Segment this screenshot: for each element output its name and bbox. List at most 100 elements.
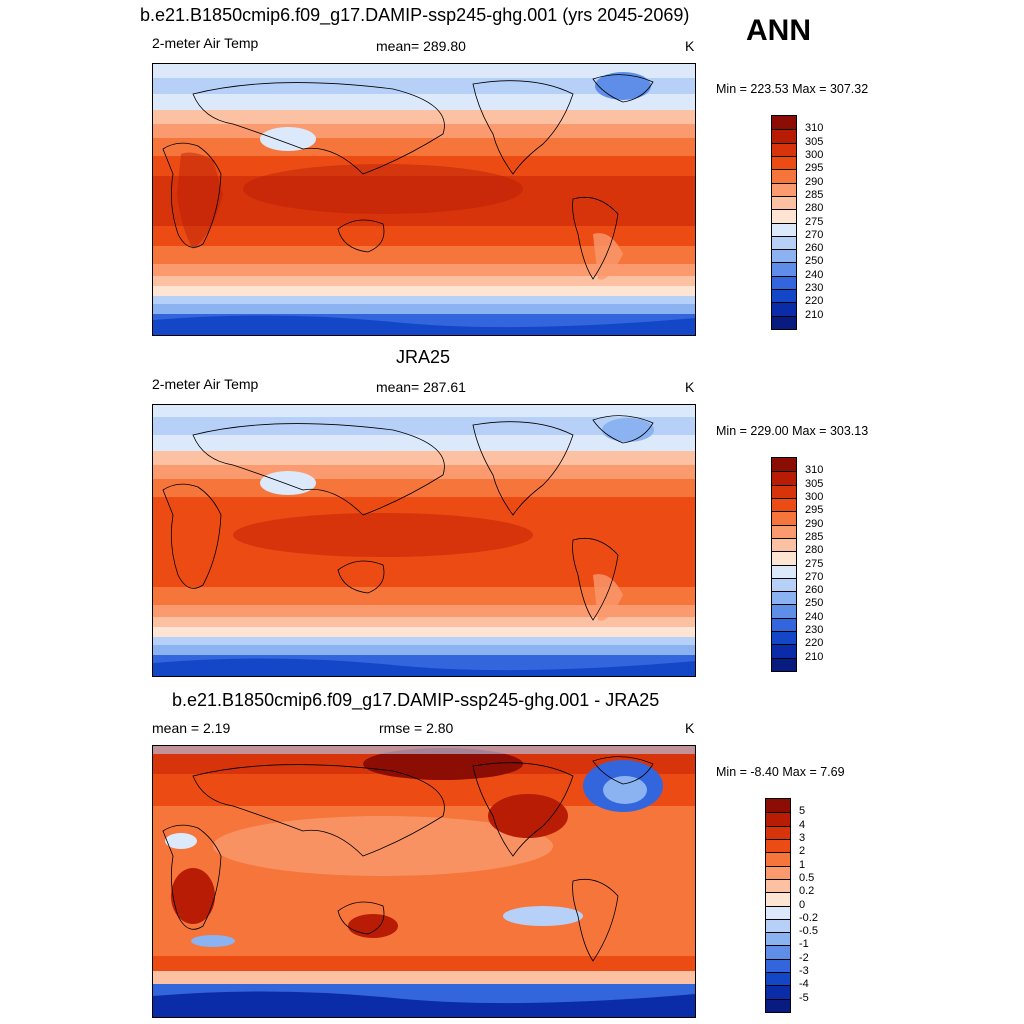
colorbar-tick-label: 250: [805, 255, 824, 268]
colorbar-swatch: [766, 918, 790, 933]
panel3-difference-field: [153, 746, 695, 1017]
colorbar-swatch: [772, 511, 796, 525]
panel3-mean-label: mean = 2.19: [152, 720, 231, 736]
colorbar-tick-label: 220: [805, 295, 824, 308]
colorbar-tick-label: 295: [805, 504, 824, 517]
panel3-map: [152, 745, 696, 1018]
panel2-units: K: [685, 379, 695, 395]
colorbar-tick-label: 220: [805, 637, 824, 650]
colorbar-swatch: [772, 315, 796, 329]
panel2-minmax: Min = 229.00 Max = 303.13: [716, 424, 869, 438]
colorbar-tick-label: 270: [805, 228, 824, 241]
colorbar-swatch: [766, 799, 790, 813]
colorbar-tick-label: -3: [799, 965, 809, 978]
colorbar-tick-label: 305: [805, 135, 824, 148]
panel3-title: b.e21.B1850cmip6.f09_g17.DAMIP-ssp245-gh…: [172, 690, 660, 710]
panel1-colorbar: [771, 115, 797, 330]
colorbar-tick-label: 240: [805, 610, 824, 623]
colorbar-swatch: [772, 209, 796, 223]
colorbar-tick-label: 280: [805, 202, 824, 215]
colorbar-tick-label: -5: [799, 991, 809, 1004]
colorbar-tick-label: 0.5: [799, 871, 815, 884]
panel1-temperature-field: [153, 64, 695, 335]
colorbar-swatch: [772, 235, 796, 250]
colorbar-swatch: [766, 972, 790, 986]
panel3-rmse-label: rmse = 2.80: [379, 720, 454, 736]
panel2-variable-label: 2-meter Air Temp: [152, 376, 259, 392]
panel3-colorbar: [765, 798, 791, 1013]
colorbar-swatch: [772, 275, 796, 290]
colorbar-swatch: [772, 564, 796, 578]
colorbar-swatch: [766, 812, 790, 826]
colorbar-tick-label: 275: [805, 557, 824, 570]
colorbar-tick-label: 250: [805, 597, 824, 610]
colorbar-swatch: [772, 155, 796, 170]
colorbar-swatch: [772, 577, 796, 592]
colorbar-tick-label: 230: [805, 624, 824, 637]
colorbar-swatch: [772, 551, 796, 565]
colorbar-tick-label: 5: [799, 805, 806, 818]
colorbar-swatch: [766, 838, 790, 853]
colorbar-tick-label: 290: [805, 517, 824, 530]
panel1-map: [152, 63, 696, 336]
colorbar-swatch: [772, 657, 796, 671]
colorbar-swatch: [766, 852, 790, 866]
panel2-colorbar: [771, 457, 797, 672]
colorbar-tick-label: 3: [799, 831, 806, 844]
colorbar-swatch: [772, 262, 796, 276]
colorbar-swatch: [766, 825, 790, 839]
colorbar-tick-label: 4: [799, 818, 806, 831]
colorbar-tick-label: -1: [799, 938, 809, 951]
panel2-mean-label: mean= 287.61: [376, 379, 466, 395]
colorbar-tick-label: 230: [805, 282, 824, 295]
colorbar-tick-label: -0.2: [799, 911, 818, 924]
colorbar-swatch: [772, 537, 796, 552]
panel3-units: K: [685, 720, 695, 736]
colorbar-swatch: [772, 524, 796, 538]
colorbar-swatch: [766, 998, 790, 1012]
colorbar-swatch: [766, 945, 790, 959]
colorbar-swatch: [772, 458, 796, 472]
colorbar-swatch: [772, 631, 796, 645]
annual-label: ANN: [746, 14, 811, 47]
colorbar-swatch: [772, 222, 796, 236]
colorbar-tick-label: -4: [799, 978, 809, 991]
colorbar-tick-label: 210: [805, 650, 824, 663]
colorbar-swatch: [772, 484, 796, 498]
panel1-mean-label: mean= 289.80: [376, 38, 466, 54]
colorbar-swatch: [772, 591, 796, 605]
colorbar-tick-label: 305: [805, 477, 824, 490]
colorbar-tick-label: 300: [805, 490, 824, 503]
panel2-title: JRA25: [396, 347, 451, 367]
colorbar-tick-label: 280: [805, 544, 824, 557]
colorbar-tick-label: 260: [805, 242, 824, 255]
panel2-temperature-field: [153, 405, 695, 676]
colorbar-swatch: [772, 169, 796, 183]
colorbar-swatch: [772, 471, 796, 485]
colorbar-tick-label: 0: [799, 898, 806, 911]
colorbar-tick-label: 295: [805, 162, 824, 175]
panel1-minmax: Min = 223.53 Max = 307.32: [716, 82, 869, 96]
colorbar-swatch: [772, 116, 796, 130]
panel1-title: b.e21.B1850cmip6.f09_g17.DAMIP-ssp245-gh…: [140, 5, 690, 25]
panel3-minmax: Min = -8.40 Max = 7.69: [716, 765, 845, 779]
panel2-map: [152, 404, 696, 677]
colorbar-tick-label: 275: [805, 215, 824, 228]
colorbar-swatch: [766, 958, 790, 973]
colorbar-swatch: [772, 644, 796, 658]
colorbar-swatch: [772, 182, 796, 196]
colorbar-tick-label: 310: [805, 122, 824, 135]
colorbar-tick-label: 2: [799, 845, 806, 858]
colorbar-swatch: [766, 905, 790, 919]
panel1-units: K: [685, 38, 695, 54]
colorbar-tick-label: 260: [805, 584, 824, 597]
colorbar-swatch: [772, 129, 796, 143]
colorbar-swatch: [772, 249, 796, 263]
colorbar-tick-label: -2: [799, 951, 809, 964]
colorbar-tick-label: 240: [805, 268, 824, 281]
colorbar-swatch: [766, 892, 790, 906]
colorbar-tick-label: 285: [805, 188, 824, 201]
colorbar-tick-label: 300: [805, 148, 824, 161]
colorbar-tick-label: 285: [805, 530, 824, 543]
colorbar-swatch: [772, 142, 796, 156]
